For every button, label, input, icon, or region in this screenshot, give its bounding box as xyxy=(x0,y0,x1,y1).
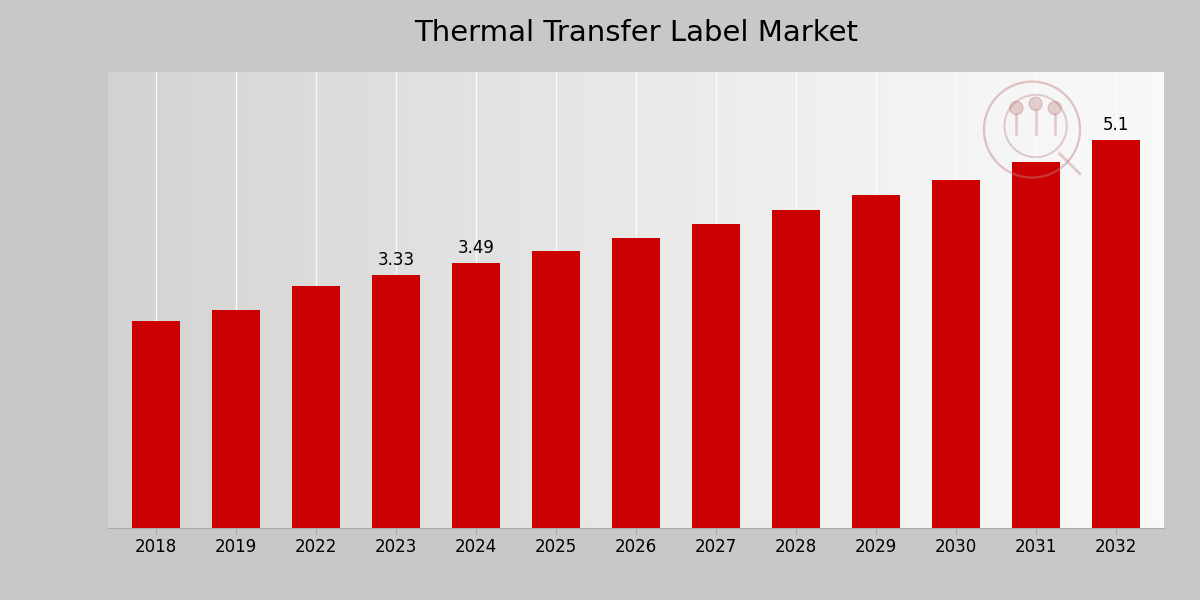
Bar xyxy=(612,238,660,528)
Circle shape xyxy=(1049,101,1061,115)
Text: 5.1: 5.1 xyxy=(1103,116,1129,134)
Bar xyxy=(452,263,500,528)
Bar xyxy=(1012,161,1060,528)
Bar xyxy=(372,275,420,528)
Text: 3.49: 3.49 xyxy=(457,239,494,257)
Bar xyxy=(932,180,980,528)
Title: Thermal Transfer Label Market: Thermal Transfer Label Market xyxy=(414,19,858,47)
Bar xyxy=(1092,140,1140,528)
Bar xyxy=(532,251,580,528)
Bar xyxy=(212,310,260,528)
Text: 3.33: 3.33 xyxy=(378,251,414,269)
Circle shape xyxy=(1030,97,1042,110)
Bar xyxy=(692,224,740,528)
Bar xyxy=(852,195,900,528)
Bar xyxy=(772,211,820,528)
Bar xyxy=(132,321,180,528)
Circle shape xyxy=(1010,101,1022,115)
Bar xyxy=(292,286,340,528)
